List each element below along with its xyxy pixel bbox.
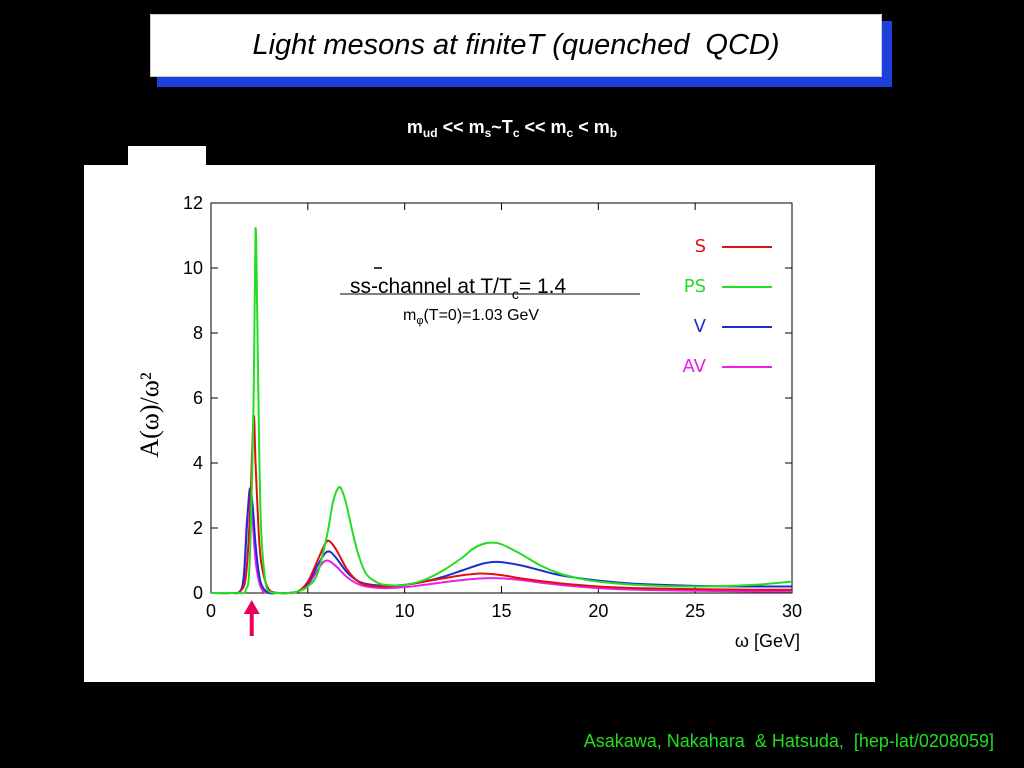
subtitle-part: << m <box>519 117 567 137</box>
y-tick-label: 12 <box>183 193 203 213</box>
chart-panel <box>84 165 875 682</box>
subtitle-sub: s <box>484 126 492 140</box>
x-tick-label: 0 <box>206 601 216 621</box>
x-tick-label: 30 <box>782 601 802 621</box>
subtitle-sub: b <box>609 126 618 140</box>
mass-prefix: m <box>403 307 416 324</box>
y-tick-label: 8 <box>193 323 203 343</box>
series-line-av <box>210 497 793 595</box>
x-axis-label: ω [GeV] <box>735 631 800 651</box>
arrow-head <box>243 600 260 614</box>
mass-suffix: (T=0)=1.03 GeV <box>423 307 539 324</box>
subtitle-sub: c <box>512 126 520 140</box>
y-tick-label: 4 <box>193 453 203 473</box>
x-tick-label: 20 <box>588 601 608 621</box>
y-axis-label: A(ω)/ω² <box>135 372 164 458</box>
title-box: Light mesons at finiteT (quenched QCD) <box>150 14 882 77</box>
subtitle-part: ~T <box>491 117 513 137</box>
subtitle-part: < m <box>573 117 610 137</box>
legend-label-v: V <box>694 316 707 337</box>
y-tick-label: 0 <box>193 583 203 603</box>
x-tick-label: 15 <box>491 601 511 621</box>
mass-annotation: mφ(T=0)=1.03 GeV <box>403 307 539 327</box>
legend-label-ps: PS <box>684 276 706 297</box>
y-tick-label: 6 <box>193 388 203 408</box>
x-tick-label: 25 <box>685 601 705 621</box>
mass-sub: φ <box>416 315 423 327</box>
plot-frame <box>210 202 793 594</box>
y-tick-label: 10 <box>183 258 203 278</box>
legend-label-av: AV <box>683 356 707 377</box>
legend-label-s: S <box>695 236 706 257</box>
y-tick-label: 2 <box>193 518 203 538</box>
channel-suffix: = 1.4 <box>519 275 567 298</box>
series-line-ps <box>211 227 793 595</box>
slide-title: Light mesons at finiteT (quenched QCD) <box>252 29 780 61</box>
subtitle-sub: ud <box>422 126 438 140</box>
subtitle-part: << m <box>437 117 485 137</box>
subtitle-part: m <box>406 117 423 137</box>
slide-subtitle: mud << ms~Tc << mc < mb <box>0 117 1024 140</box>
channel-mid: -channel at T/T <box>371 275 512 298</box>
channel-prefix: ss <box>350 275 371 298</box>
x-tick-label: 5 <box>303 601 313 621</box>
x-tick-label: 10 <box>395 601 415 621</box>
channel-annotation: ss-channel at T/Tc= 1.4 <box>350 275 566 302</box>
panel-tab <box>128 146 206 168</box>
series-line-v <box>210 487 793 595</box>
series-line-s <box>210 414 793 595</box>
subtitle-sub: c <box>566 126 574 140</box>
citation-footer: Asakawa, Nakahara & Hatsuda, [hep-lat/02… <box>583 731 994 751</box>
phi-mass-arrow <box>243 600 260 636</box>
